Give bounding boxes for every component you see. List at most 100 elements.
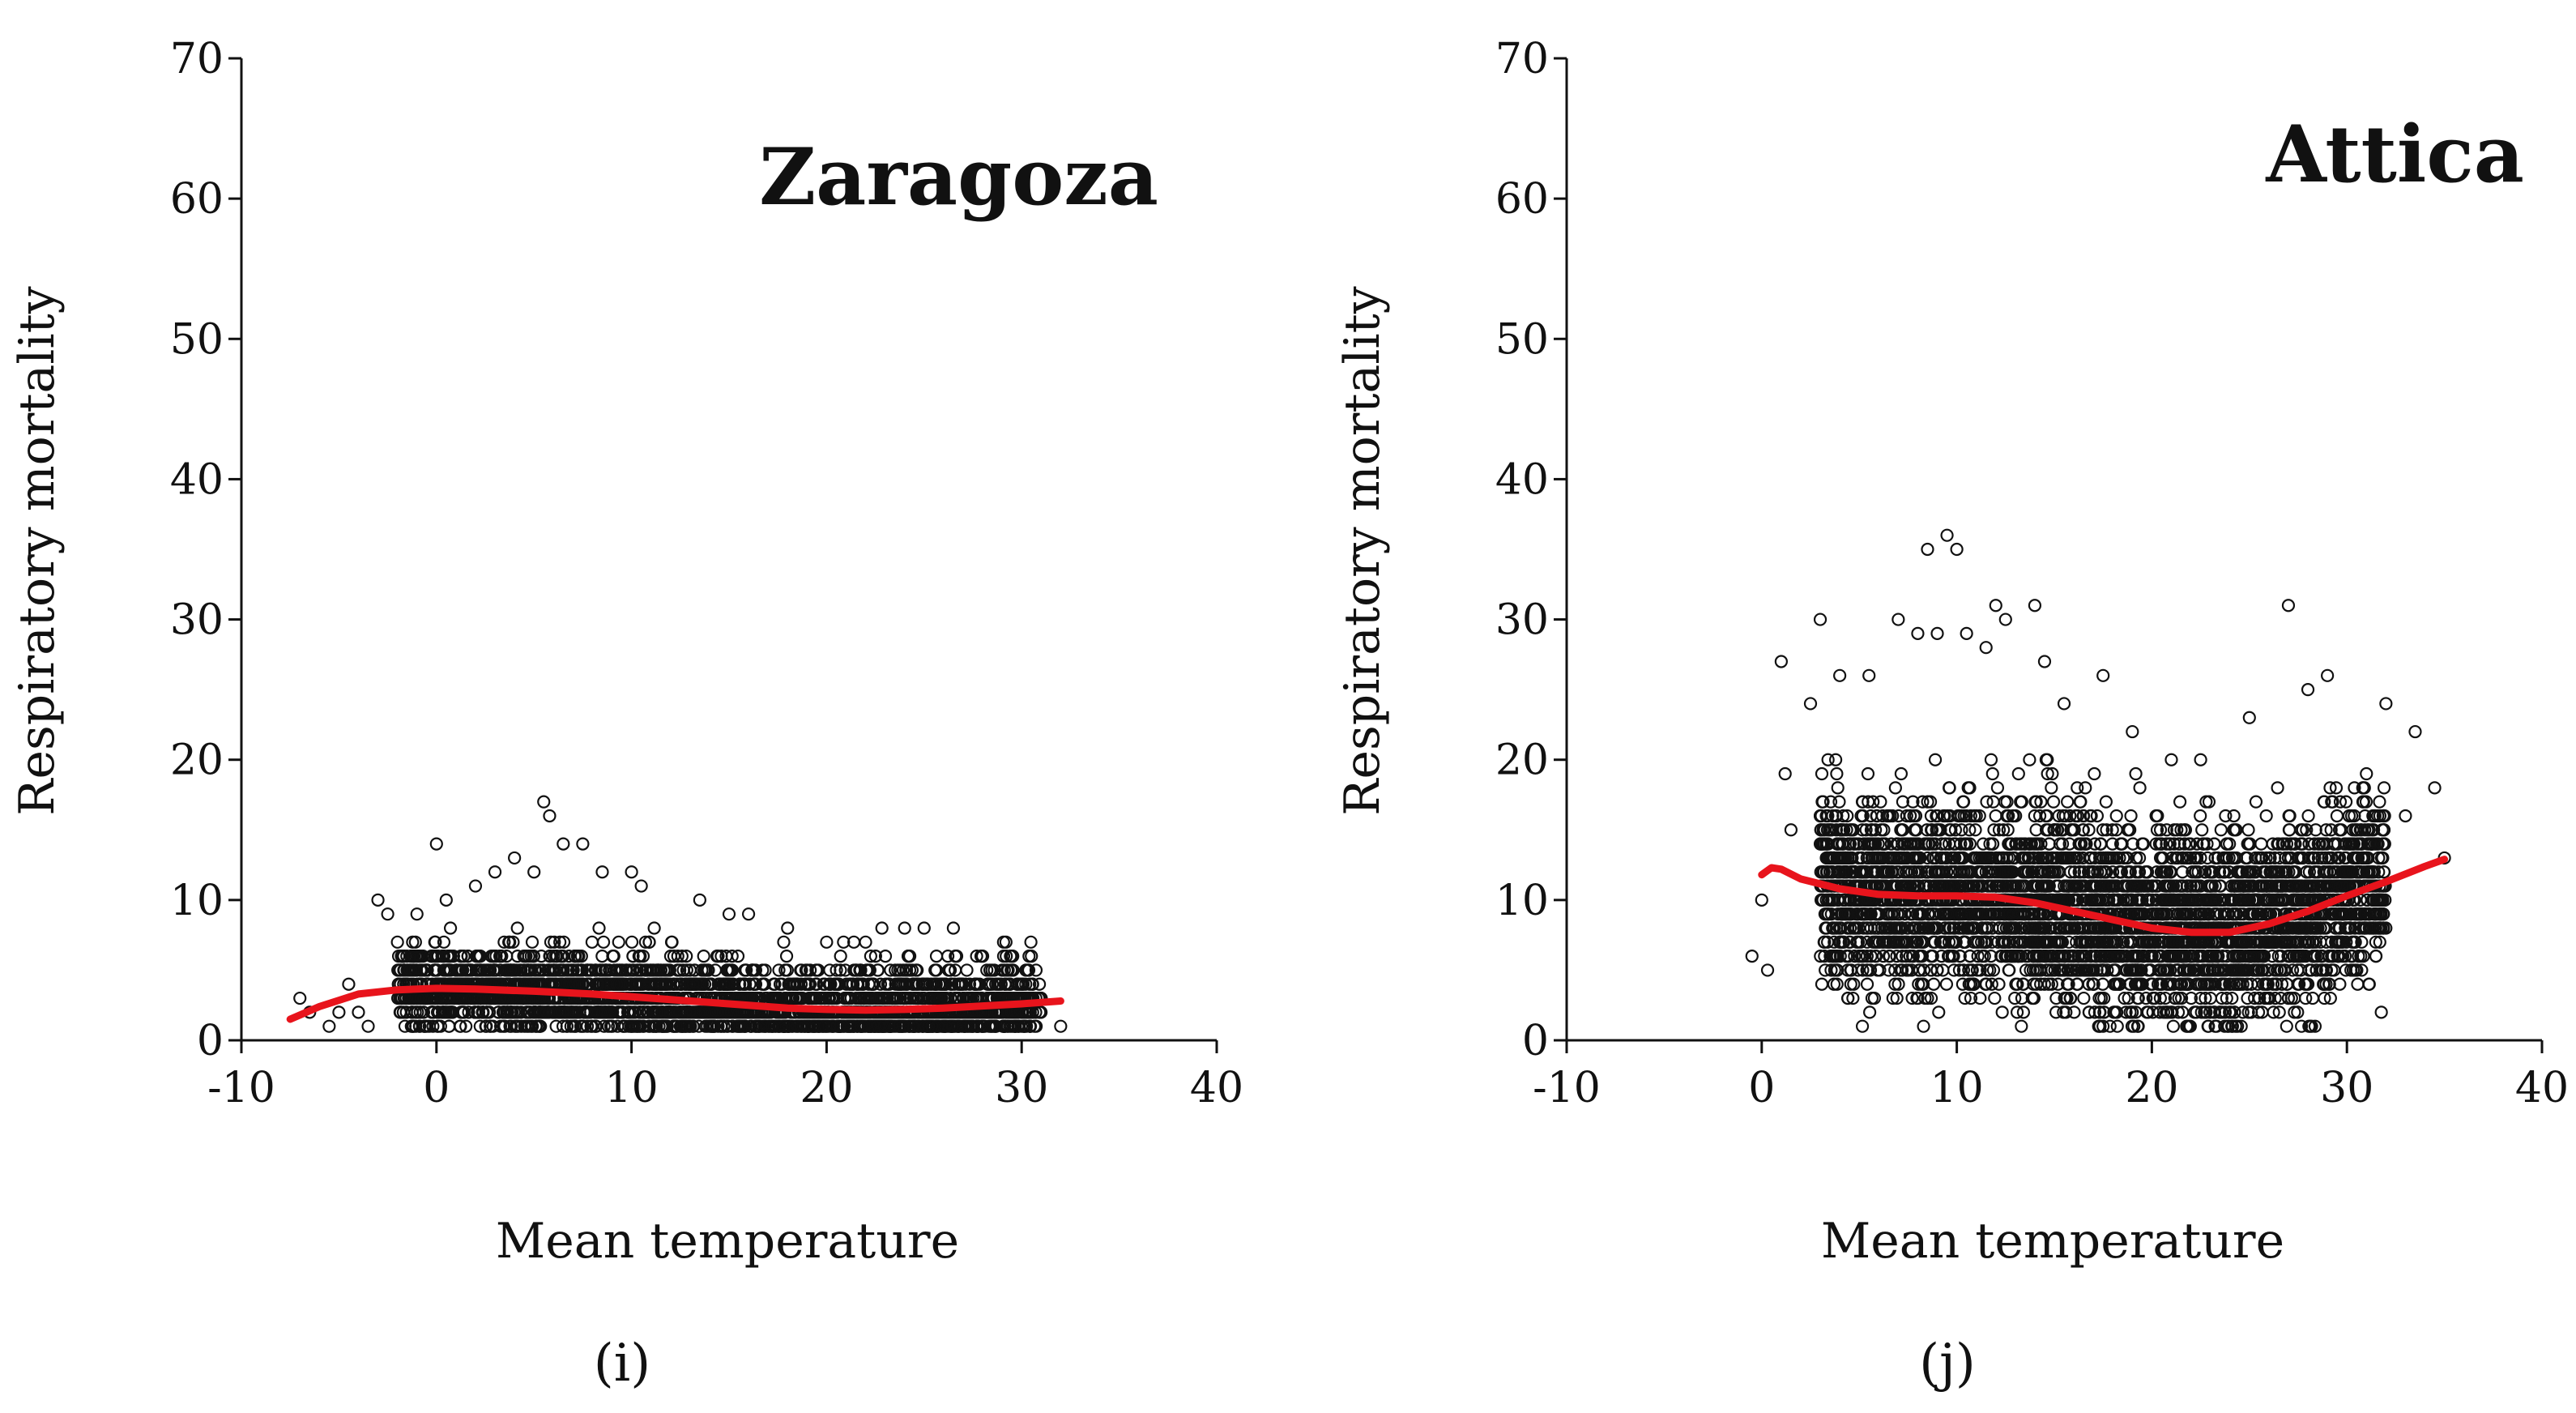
scatter-point — [864, 950, 877, 963]
scatter-point — [585, 1019, 599, 1033]
scatter-point — [557, 837, 570, 851]
scatter-point — [527, 865, 541, 879]
scatter-point — [381, 907, 395, 921]
scatter-point — [707, 1019, 722, 1033]
scatter-point — [1932, 1005, 1946, 1019]
scatter-point — [2373, 795, 2386, 809]
scatter-point — [625, 865, 638, 879]
scatter-point — [647, 921, 661, 935]
scatter-point — [596, 935, 611, 949]
scatter-point — [1026, 977, 1039, 991]
scatter-point — [523, 1005, 537, 1019]
scatter-point — [371, 893, 385, 907]
scatter-point — [795, 963, 808, 977]
scatter-point — [772, 1019, 786, 1033]
y-tick-label: 60 — [170, 175, 224, 224]
scatter-point — [566, 963, 580, 977]
scatter-point — [779, 950, 794, 963]
scatter-point — [1029, 963, 1043, 977]
scatter-point — [996, 950, 1011, 963]
scatter-point — [693, 893, 706, 907]
scatter-point — [1001, 963, 1015, 977]
scatter-point — [476, 1005, 489, 1019]
scatter-point — [508, 851, 522, 865]
scatter-point — [342, 977, 356, 991]
scatter-point — [595, 865, 609, 879]
scatter-point — [2042, 837, 2056, 851]
x-tick-label: 40 — [1190, 1064, 1243, 1112]
scatter-point — [722, 907, 736, 921]
scatter-point — [949, 950, 964, 963]
scatter-point — [875, 921, 889, 935]
scatter-point — [361, 1019, 375, 1033]
scatter-point — [2249, 795, 2263, 809]
y-tick-label: 0 — [197, 1017, 224, 1065]
scatter-point — [510, 1005, 524, 1019]
scatter-point — [1928, 753, 1943, 766]
y-tick-label: 50 — [170, 315, 224, 364]
scatter-point — [775, 977, 789, 991]
scatter-point — [960, 963, 974, 977]
scatter-point — [410, 907, 424, 921]
scatter-point — [473, 1019, 487, 1033]
scatter-points — [293, 795, 1068, 1033]
y-tick-label: 10 — [170, 877, 224, 925]
scatter-point — [469, 963, 484, 977]
scatter-point — [495, 950, 509, 963]
scatter-point — [1024, 935, 1038, 949]
scatter-point — [1985, 766, 1999, 781]
scatter-point — [1033, 1005, 1047, 1019]
scatter-point — [1988, 991, 2002, 1005]
scatter-point — [752, 1019, 766, 1033]
scatter-point — [808, 977, 822, 991]
scatter-point — [738, 1019, 752, 1033]
scatter-point — [859, 935, 872, 949]
scatter-point — [442, 1019, 456, 1033]
scatter-point — [1939, 977, 1954, 991]
scatter-point — [781, 921, 795, 935]
y-tick-label: 30 — [170, 596, 224, 645]
scatter-point — [1832, 795, 1846, 809]
y-tick-label: 40 — [170, 455, 224, 504]
scatter-point — [846, 977, 859, 991]
scatter-point — [625, 935, 639, 949]
scatter-point — [902, 950, 917, 963]
scatter-point — [1995, 1005, 2009, 1019]
scatter-point — [549, 1019, 563, 1033]
scatter-point — [917, 921, 931, 935]
scatter-point — [2002, 963, 2016, 977]
scatter-point — [544, 935, 558, 949]
scatter-point — [593, 963, 607, 977]
scatter-point — [2241, 823, 2255, 837]
scatter-point — [484, 963, 497, 977]
x-tick-label: 0 — [423, 1064, 450, 1112]
scatter-point — [2129, 766, 2143, 781]
x-tick-label: 20 — [800, 1064, 853, 1112]
scatter-point — [322, 1019, 336, 1033]
x-tick-label: -10 — [207, 1064, 275, 1112]
scatter-point — [834, 950, 847, 963]
scatter-point — [525, 935, 540, 949]
scatter-point — [514, 1005, 528, 1019]
scatter-point — [872, 991, 886, 1005]
scatter-point — [569, 1019, 582, 1033]
scatter-point — [898, 921, 911, 935]
scatter-point — [621, 1005, 635, 1019]
scatter-point — [332, 1005, 346, 1019]
scatter-point — [443, 921, 458, 935]
scatter-point — [2271, 781, 2284, 795]
scatter-point — [553, 935, 567, 949]
scatter-point — [634, 879, 648, 893]
panel-label: (i) — [594, 1334, 650, 1394]
scatter-point — [468, 879, 483, 893]
scatter-point — [484, 950, 498, 963]
scatter-point — [459, 1019, 473, 1033]
scatter-points — [1745, 528, 2451, 1033]
scatter-point — [854, 963, 868, 977]
scatter-point — [293, 991, 307, 1005]
scatter-point — [1894, 766, 1909, 781]
scatter-point — [595, 950, 609, 963]
scatter-point — [585, 935, 599, 949]
